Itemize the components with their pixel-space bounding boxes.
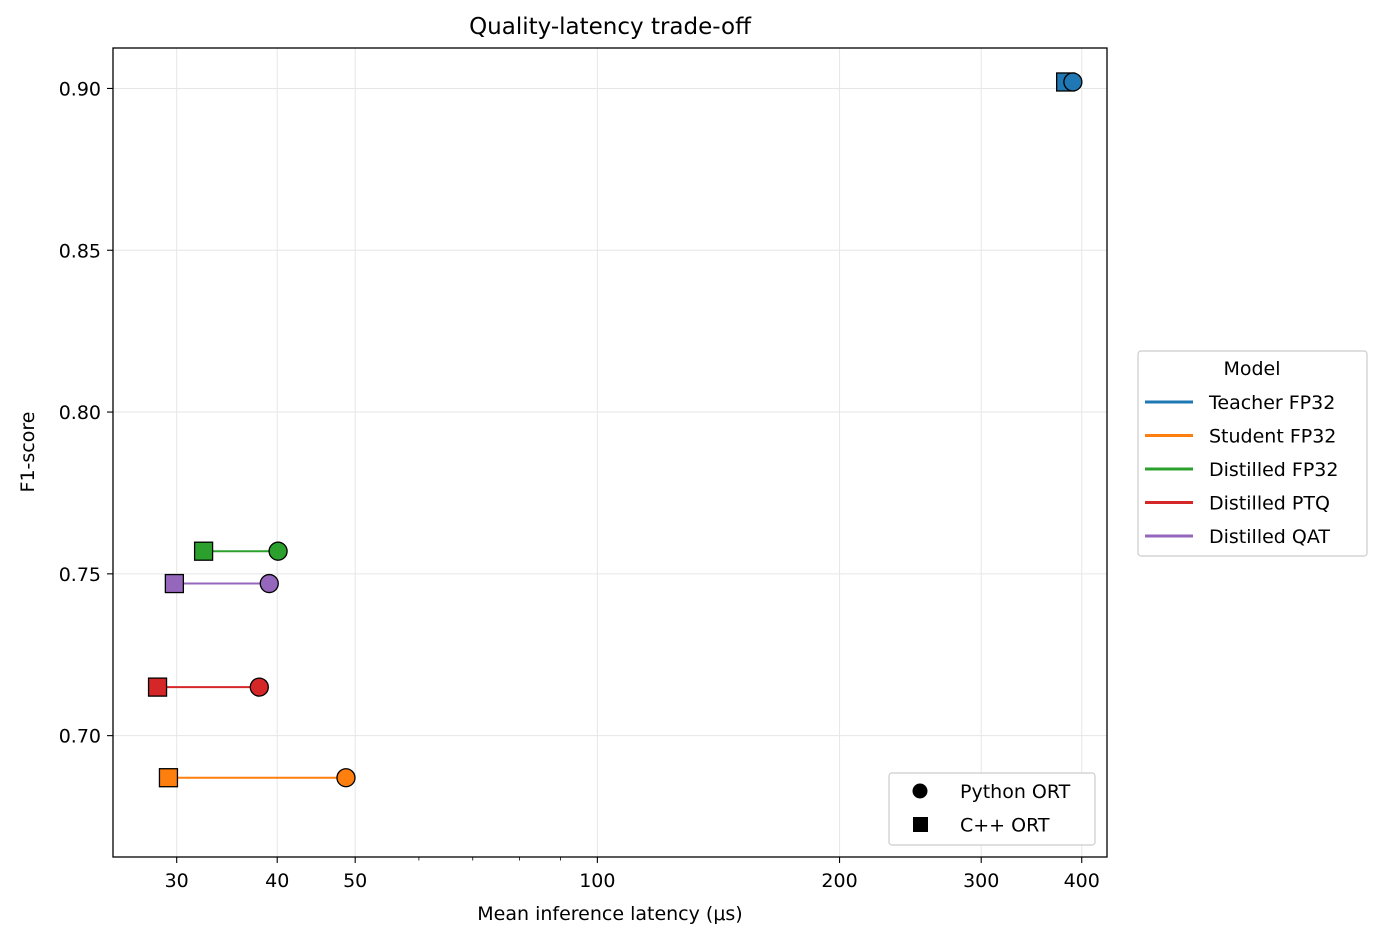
x-tick-label: 400 [1064,870,1100,892]
x-axis-label: Mean inference latency (μs) [477,903,742,925]
legend-marker: Python ORT C++ ORT [888,772,1096,846]
legend-model: Model Teacher FP32 Student FP32 Distilled … [1137,350,1368,557]
series-teacher-fp32 [1055,72,1083,92]
legend-marker-box [888,772,1096,846]
legend-model-label: Teacher FP32 [1208,392,1335,414]
legend-marker-item: Python ORT [912,781,1071,803]
y-tick-label: 0.70 [59,726,101,748]
x-tick-label: 30 [165,870,189,892]
cpp-ort-point [158,768,179,788]
legend-model-label: Distilled FP32 [1209,459,1338,481]
legend-model-label: Student FP32 [1209,426,1336,448]
grid [113,48,1107,857]
x-tick-label: 100 [579,870,615,892]
cpp-ort-point [193,541,214,561]
series-student-fp32 [158,768,356,788]
legend-model-title: Model [1223,358,1280,380]
y-tick-label: 0.90 [59,78,101,100]
python-ort-point [1063,72,1083,92]
y-axis: 0.70 0.75 0.80 0.85 0.90 [59,78,113,748]
series-distilled-ptq [147,677,269,697]
y-axis-label: F1-score [17,412,39,493]
cpp-ort-point [147,677,168,697]
legend-marker-label: Python ORT [960,781,1071,803]
legend-model-item: Distilled FP32 [1145,459,1338,481]
legend-model-item: Teacher FP32 [1145,392,1335,414]
chart-title: Quality-latency trade-off [469,14,752,40]
legend-model-box [1137,350,1368,557]
x-axis: 30 40 50 100 200 300 400 [165,857,1100,892]
legend-model-item: Distilled PTQ [1145,493,1330,515]
series-distilled-fp32 [193,541,288,561]
square-marker-icon [913,817,928,832]
legend-model-item: Distilled QAT [1145,526,1330,548]
legend-marker-item: C++ ORT [913,815,1050,837]
chart-marks [147,72,1083,788]
legend-marker-label: C++ ORT [960,815,1050,837]
x-tick-label: 200 [821,870,857,892]
legend-model-item: Student FP32 [1145,426,1336,448]
python-ort-point [249,677,269,697]
plot-frame [112,47,1108,858]
circle-marker-icon [912,783,928,799]
cpp-ort-point [164,573,185,594]
series-distilled-qat [164,573,279,594]
y-tick-label: 0.85 [59,240,101,262]
x-tick-label: 40 [265,870,289,892]
y-tick-label: 0.75 [59,564,101,586]
python-ort-point [336,768,356,788]
python-ort-point [259,573,279,594]
python-ort-point [268,541,288,561]
legend-model-label: Distilled QAT [1209,526,1330,548]
legend-model-label: Distilled PTQ [1209,493,1330,515]
x-tick-label: 50 [343,870,367,892]
x-tick-label: 300 [963,870,999,892]
y-tick-label: 0.80 [59,402,101,424]
